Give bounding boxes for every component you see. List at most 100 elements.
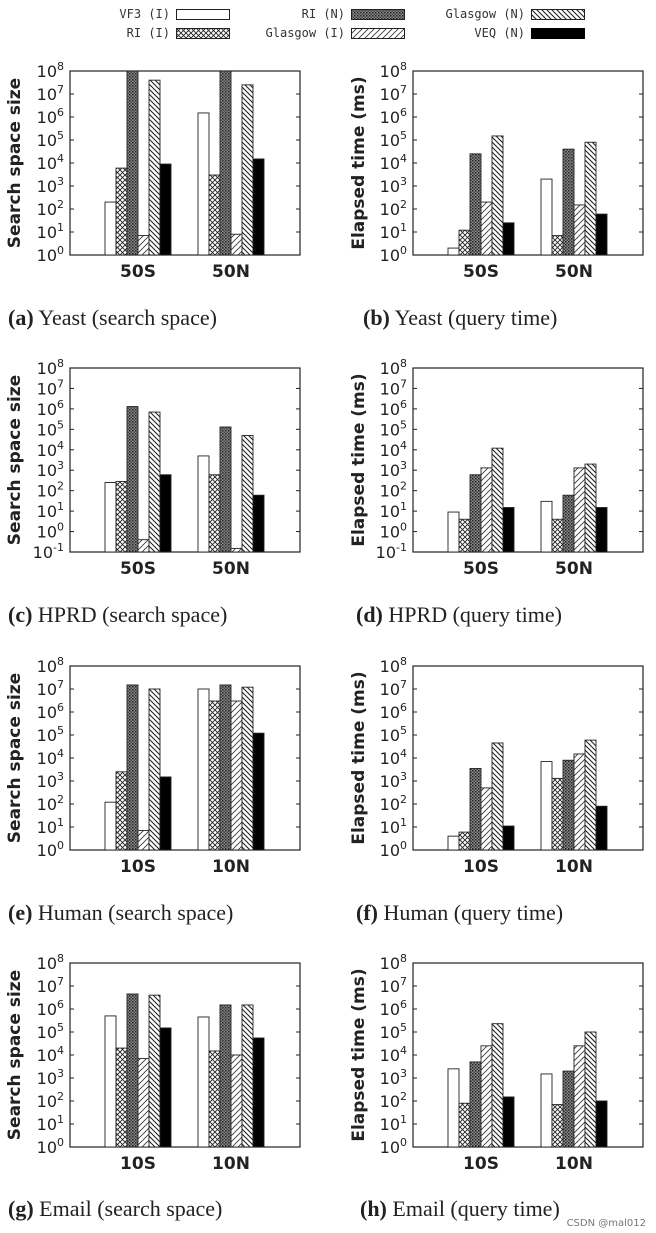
caption-text: Yeast (query time) xyxy=(394,305,558,330)
y-tick-label: 104 xyxy=(380,439,407,460)
bar xyxy=(230,233,243,256)
y-tick-exponent: 1 xyxy=(400,1113,407,1126)
y-tick-exponent: 6 xyxy=(57,106,64,119)
y-tick-label: 103 xyxy=(37,770,64,791)
caption-label: (a) xyxy=(8,305,34,330)
legend-label: VF3 (I) xyxy=(119,7,170,21)
y-tick-label: 100 xyxy=(380,1136,407,1157)
bar xyxy=(469,1061,482,1148)
y-tick-label: 101 xyxy=(380,816,407,837)
caption-g: (g) Email (search space) xyxy=(8,1196,222,1222)
bar xyxy=(252,732,265,851)
x-tick-label: 10N xyxy=(212,1154,250,1174)
caption-f: (f) Human (query time) xyxy=(356,900,563,926)
bar xyxy=(562,759,575,851)
bar xyxy=(502,1096,515,1148)
y-tick-label: 100 xyxy=(380,521,407,542)
y-tick-label: 10-1 xyxy=(33,541,64,562)
chart-panel-e: 100 101 102 103 104 105 106 107 108 Search space … xyxy=(0,650,310,885)
y-tick-label: 106 xyxy=(37,398,64,419)
bar xyxy=(104,201,117,256)
legend-item-glasgow-i: Glasgow (I) xyxy=(250,26,405,40)
y-tick-label: 102 xyxy=(37,1090,64,1111)
bar xyxy=(230,1054,243,1148)
y-axis-label: Elapsed time (ms) xyxy=(349,76,369,249)
bar xyxy=(208,700,221,851)
y-tick-exponent: 5 xyxy=(57,129,64,142)
bar xyxy=(480,787,493,851)
y-tick-label: 105 xyxy=(37,1021,64,1042)
bar xyxy=(241,686,254,851)
bar xyxy=(148,79,161,256)
caption-c: (c) HPRD (search space) xyxy=(8,602,227,628)
legend-swatch-solid-black xyxy=(531,27,585,39)
y-tick-exponent: 5 xyxy=(57,418,64,431)
legend-item-ri-n: RI (N) xyxy=(250,7,405,21)
y-tick-exponent: 2 xyxy=(400,1090,407,1103)
y-tick-exponent: 7 xyxy=(57,678,64,691)
y-tick-exponent: 7 xyxy=(400,83,407,96)
y-tick-exponent: 6 xyxy=(57,701,64,714)
legend-swatch-diag-up xyxy=(351,27,405,39)
y-tick-label: 103 xyxy=(37,1067,64,1088)
y-tick-label: 107 xyxy=(37,377,64,398)
legend-swatch-solid-white xyxy=(176,8,230,20)
y-tick-label: 102 xyxy=(37,480,64,501)
y-tick-exponent: 0 xyxy=(400,1136,407,1149)
y-tick-exponent: 3 xyxy=(57,1067,64,1080)
y-tick-label: 105 xyxy=(380,724,407,745)
x-tick-label: 10S xyxy=(120,857,156,877)
y-tick-exponent: 8 xyxy=(400,952,407,965)
bar xyxy=(159,474,172,553)
y-tick-label: 100 xyxy=(380,244,407,265)
y-tick-label: 102 xyxy=(37,198,64,219)
legend-label: Glasgow (I) xyxy=(265,26,345,40)
bar xyxy=(595,507,608,553)
y-tick-label: 103 xyxy=(37,459,64,480)
y-tick-exponent: 0 xyxy=(57,839,64,852)
y-tick-exponent: 5 xyxy=(400,129,407,142)
bar xyxy=(502,507,515,553)
bar xyxy=(137,539,150,553)
caption-a: (a) Yeast (search space) xyxy=(8,305,217,331)
y-tick-label: 10-1 xyxy=(376,541,407,562)
bar xyxy=(126,993,139,1148)
y-tick-label: 108 xyxy=(380,952,407,973)
x-tick-label: 10N xyxy=(555,1154,593,1174)
chart-panel-g: 100 101 102 103 104 105 106 107 108 Search space … xyxy=(0,947,310,1182)
y-axis-label: Elapsed time (ms) xyxy=(349,968,369,1141)
y-tick-exponent: -1 xyxy=(396,541,407,554)
y-tick-label: 107 xyxy=(380,83,407,104)
legend-swatch-crosshatch xyxy=(176,27,230,39)
y-tick-label: 106 xyxy=(380,701,407,722)
bar xyxy=(115,481,128,553)
y-tick-label: 105 xyxy=(37,724,64,745)
y-tick-exponent: 7 xyxy=(57,83,64,96)
bar xyxy=(148,688,161,851)
bar xyxy=(491,447,504,553)
y-tick-exponent: 2 xyxy=(400,793,407,806)
bar xyxy=(208,1050,221,1148)
y-tick-exponent: 8 xyxy=(400,357,407,370)
y-tick-label: 101 xyxy=(380,1113,407,1134)
y-tick-label: 105 xyxy=(37,129,64,150)
bar xyxy=(551,518,564,553)
watermark: CSDN @mal012 xyxy=(566,1218,646,1229)
bar xyxy=(219,426,232,553)
bar xyxy=(491,1023,504,1148)
bar xyxy=(584,463,597,553)
legend-label: VEQ (N) xyxy=(474,26,525,40)
bar xyxy=(562,1070,575,1148)
y-tick-exponent: 1 xyxy=(57,221,64,234)
bar xyxy=(573,1045,586,1148)
bar xyxy=(469,474,482,553)
y-tick-label: 106 xyxy=(37,701,64,722)
y-tick-label: 102 xyxy=(380,198,407,219)
bar xyxy=(159,1027,172,1148)
y-tick-exponent: 2 xyxy=(57,793,64,806)
y-tick-label: 108 xyxy=(37,60,64,81)
caption-label: (b) xyxy=(363,305,390,330)
